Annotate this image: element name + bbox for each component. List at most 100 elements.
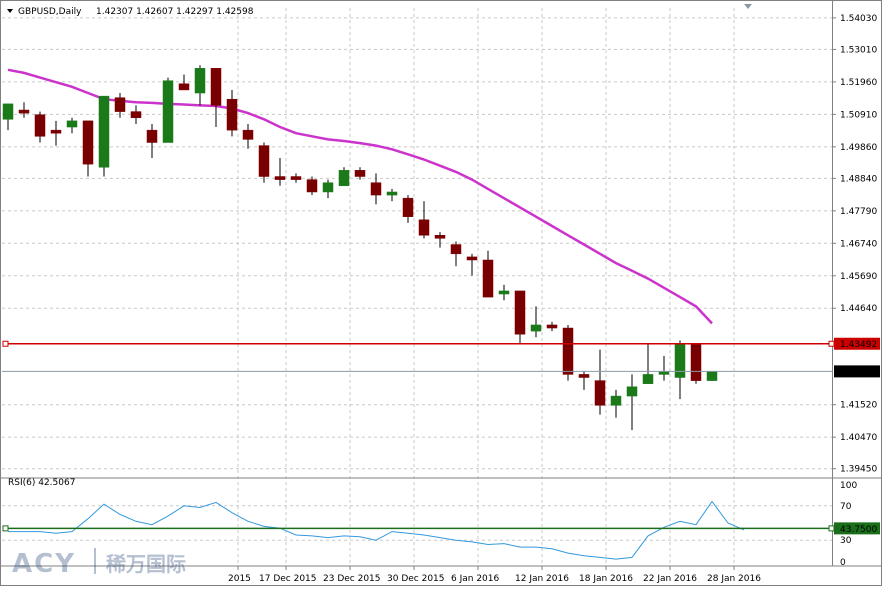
candle-body [146,129,158,143]
candle [66,117,78,134]
ma-line [7,68,713,325]
price-tick-label: 1.45690 [840,272,877,282]
resistance-price-box [834,337,880,350]
candle [434,232,446,248]
candle [338,167,350,187]
candle [274,157,286,186]
ohlc-label: 1.42307 1.42607 1.42297 1.42598 [96,7,254,17]
candle-body [466,256,478,261]
candle [114,93,126,118]
candle [34,111,46,143]
candle [690,343,702,384]
candle-body [594,380,606,406]
candle [162,77,174,143]
date-tick-label: 30 Dec 2015 [387,574,445,584]
candle [546,321,558,332]
candle-body [354,170,366,177]
candle-body [674,343,686,378]
watermark-divider [94,548,96,574]
candle-body [514,290,526,335]
candle [242,123,254,149]
candle [50,120,62,146]
candle-body [178,83,190,91]
rsi-tick-label: 100 [840,481,857,491]
dropdown-triangle-icon[interactable] [7,9,13,13]
candle-body [498,290,510,295]
price-levels [2,340,835,372]
candle [482,250,494,298]
candle-body [338,170,350,187]
candle [642,343,654,384]
candle [354,167,366,180]
candle [82,120,94,177]
candle-body [370,182,382,196]
shift-marker-icon[interactable] [744,4,752,9]
symbol-label: GBPUSD,Daily [18,7,82,17]
candle-body [82,120,94,165]
candle [178,74,190,91]
candle-body [546,324,558,329]
date-tick-label: 28 Jan 2016 [707,574,761,584]
rsi-panel [2,500,835,560]
candle [498,284,510,301]
candle [226,89,238,137]
rsi-label: RSI(6) 42.5067 [8,478,75,488]
rsi-tick-label: 0 [840,558,846,568]
candle-body [242,129,254,140]
resistance-price-label: 1.43492 [840,340,877,350]
candle-body [418,219,430,236]
current-price-label: 1.42598 [840,368,877,378]
candle-body [98,95,110,168]
candle-body [2,103,14,120]
candle [258,142,270,183]
candle [386,188,398,202]
rsi-line [8,500,745,560]
chart-header: GBPUSD,Daily 1.42307 1.42607 1.42297 1.4… [7,7,254,17]
date-tick-label: 18 Jan 2016 [579,574,633,584]
price-tick-label: 1.54030 [840,14,877,24]
candle-body [610,395,622,406]
candle-body [50,129,62,134]
price-tick-label: 1.47790 [840,207,877,217]
date-tick-label: 17 Dec 2015 [259,574,317,584]
candle-body [210,68,222,106]
date-tick-label: 2015 [228,574,251,584]
candle-body [130,111,142,119]
candle-body [322,182,334,193]
candle [450,241,462,267]
price-tick-label: 1.51960 [840,78,877,88]
candle [594,349,606,415]
candle [2,103,14,131]
candle [578,371,590,390]
candle [130,105,142,124]
candle-body [690,343,702,381]
rsi-tick-label: 30 [840,536,852,546]
candle [146,123,158,158]
candle [322,179,334,199]
candle-body [642,374,654,384]
candle [706,371,718,381]
date-axis: 2015 17 Dec 2015 23 Dec 2015 30 Dec 2015 6 J… [228,566,761,584]
price-tick-label: 1.44640 [840,304,877,314]
candle-body [34,114,46,137]
candle [370,173,382,205]
rsi-level-handle-right [828,525,835,532]
candle [290,173,302,183]
candle [402,195,414,223]
price-tick-label: 1.39450 [840,465,877,475]
candles [2,65,718,431]
watermark-brand: ACY [12,549,76,579]
candle-body [530,324,542,332]
watermark-brand-cn: 稀万国际 [106,552,186,576]
price-tick-label: 1.53010 [840,45,877,55]
price-tick-label: 1.46740 [840,239,877,249]
date-tick-label: 6 Jan 2016 [451,574,499,584]
candle-body [434,235,446,239]
date-tick-label: 22 Jan 2016 [643,574,697,584]
candle-body [258,145,270,177]
price-axis: 1.54030 1.53010 1.51960 1.50910 1.49860 1.488… [832,14,880,568]
price-tick-label: 1.49860 [840,143,877,153]
candle-body [18,109,30,114]
